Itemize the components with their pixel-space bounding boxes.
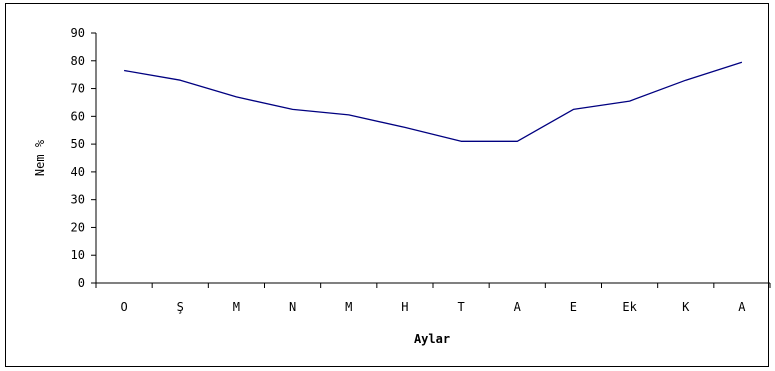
y-tick-label: 50 bbox=[71, 137, 85, 151]
y-tick-label: 90 bbox=[71, 26, 85, 40]
y-tick-label: 80 bbox=[71, 54, 85, 68]
y-tick-label: 30 bbox=[71, 193, 85, 207]
series-line bbox=[123, 61, 743, 142]
y-axis-title: Nem % bbox=[33, 139, 47, 176]
x-tick-label: A bbox=[738, 300, 746, 314]
x-tick-label: T bbox=[457, 300, 464, 314]
y-tick-label: 0 bbox=[78, 276, 85, 290]
y-tick-label: 70 bbox=[71, 82, 85, 96]
chart-frame bbox=[5, 3, 769, 367]
x-tick-label: M bbox=[345, 300, 352, 314]
x-tick-label: M bbox=[233, 300, 240, 314]
x-tick-label: Ek bbox=[622, 300, 637, 314]
y-tick-label: 40 bbox=[71, 165, 85, 179]
x-axis: O Ş M N M H T A E Ek K A bbox=[95, 282, 771, 314]
x-axis-title: Aylar bbox=[414, 332, 450, 346]
y-tick-label: 20 bbox=[71, 220, 85, 234]
series-group bbox=[123, 61, 743, 142]
x-tick-label: O bbox=[120, 300, 127, 314]
y-tick-label: 10 bbox=[71, 248, 85, 262]
x-tick-label: N bbox=[289, 300, 296, 314]
x-tick-label: A bbox=[514, 300, 522, 314]
x-tick-label: H bbox=[401, 300, 408, 314]
x-tick-label: Ş bbox=[177, 300, 184, 314]
y-axis: 0 10 20 30 40 50 60 70 80 90 bbox=[71, 26, 97, 290]
y-tick-label: 60 bbox=[71, 109, 85, 123]
x-tick-label: E bbox=[570, 300, 577, 314]
x-tick-label: K bbox=[682, 300, 690, 314]
